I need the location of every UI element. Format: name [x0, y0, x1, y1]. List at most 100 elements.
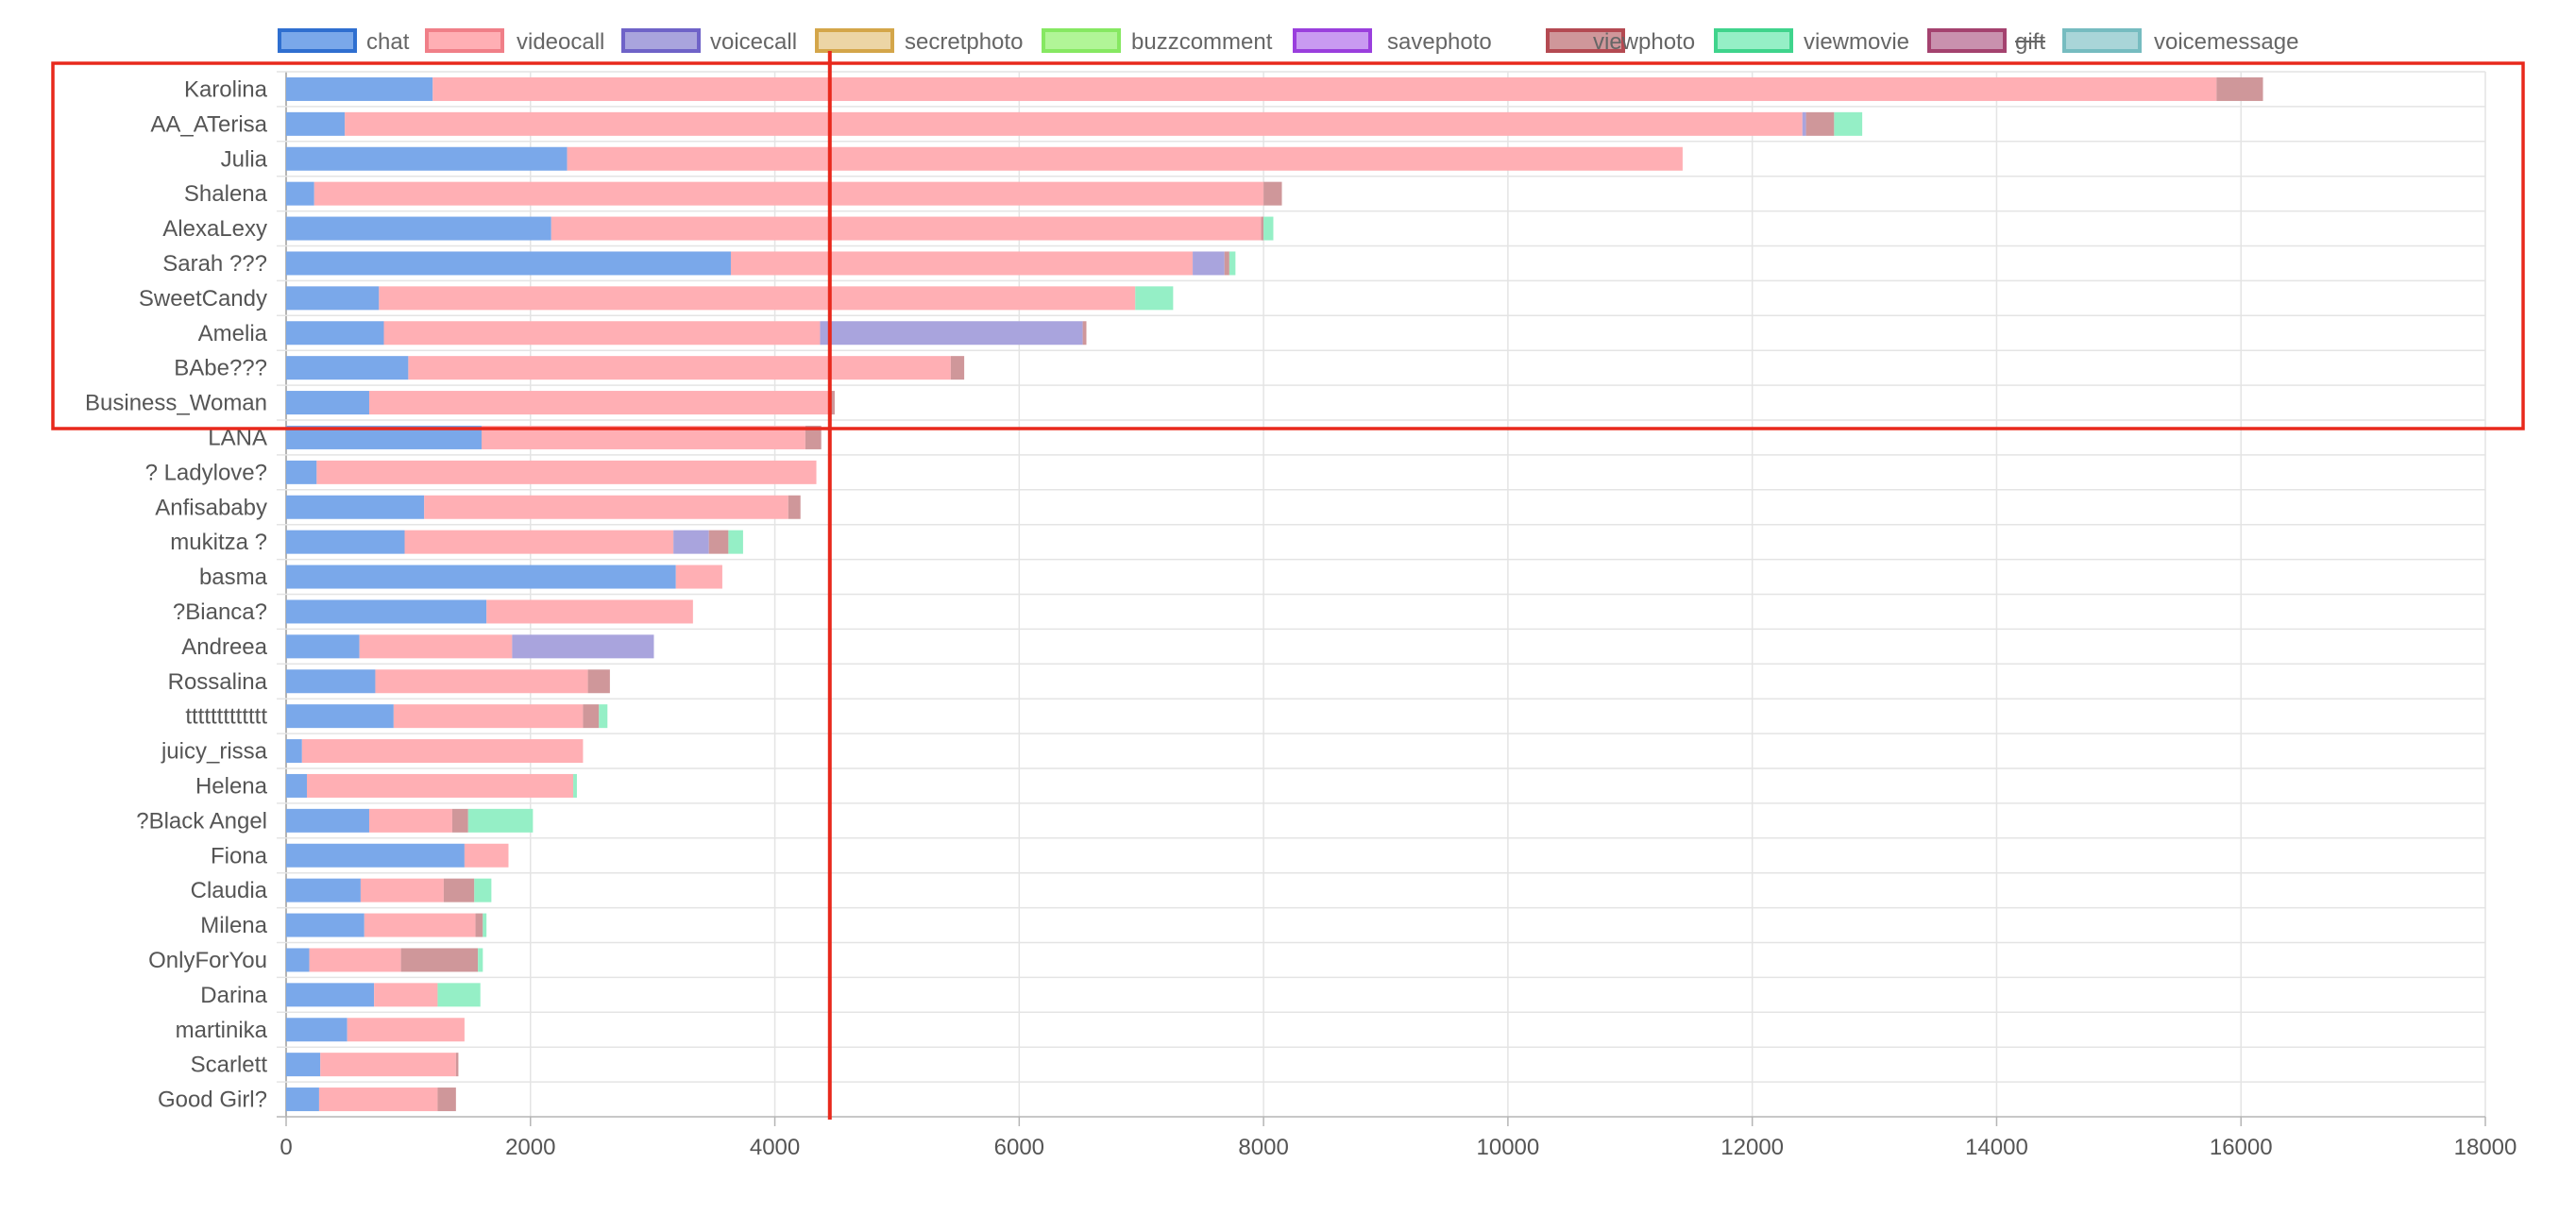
bar-chat-1[interactable] [286, 111, 346, 136]
bar-viewphoto-24[interactable] [475, 913, 483, 937]
bar-chat-3[interactable] [286, 181, 314, 206]
bar-videocall-23[interactable] [360, 878, 444, 902]
bar-chat-0[interactable] [286, 76, 433, 101]
bar-videocall-24[interactable] [364, 913, 476, 937]
legend-item-videocall[interactable]: videocall [425, 28, 604, 55]
bar-viewphoto-10[interactable] [805, 425, 822, 449]
bar-chat-6[interactable] [286, 286, 380, 311]
bar-chat-13[interactable] [286, 530, 405, 554]
bar-viewphoto-28[interactable] [455, 1053, 459, 1077]
bar-viewphoto-9[interactable] [831, 391, 835, 415]
bar-chat-20[interactable] [286, 773, 307, 798]
bar-chat-26[interactable] [286, 983, 375, 1007]
bar-videocall-20[interactable] [306, 773, 574, 798]
bar-videocall-28[interactable] [320, 1053, 456, 1077]
bar-videocall-16[interactable] [359, 634, 513, 659]
bar-chat-28[interactable] [286, 1053, 321, 1077]
bar-chat-11[interactable] [286, 460, 317, 484]
bar-videocall-13[interactable] [404, 530, 674, 554]
bar-videocall-21[interactable] [368, 808, 452, 833]
bar-videocall-4[interactable] [551, 216, 1262, 241]
bar-viewmovie-1[interactable] [1834, 111, 1863, 136]
bar-videocall-0[interactable] [432, 76, 2217, 101]
bar-voicecall-7[interactable] [820, 321, 1083, 346]
bar-videocall-29[interactable] [318, 1088, 438, 1112]
bar-viewphoto-13[interactable] [708, 530, 729, 554]
bar-viewmovie-6[interactable] [1135, 286, 1174, 311]
bar-videocall-26[interactable] [374, 983, 438, 1007]
bar-videocall-12[interactable] [424, 495, 788, 519]
bar-videocall-22[interactable] [464, 843, 509, 868]
bar-viewphoto-0[interactable] [2216, 76, 2263, 101]
bar-videocall-6[interactable] [379, 286, 1136, 311]
bar-videocall-18[interactable] [393, 704, 584, 729]
bar-viewphoto-29[interactable] [437, 1088, 456, 1112]
bar-voicecall-1[interactable] [1802, 111, 1806, 136]
bar-chat-29[interactable] [286, 1088, 319, 1112]
bar-viewphoto-21[interactable] [451, 808, 468, 833]
bar-voicecall-16[interactable] [512, 634, 654, 659]
bar-viewmovie-20[interactable] [573, 773, 577, 798]
bar-chat-22[interactable] [286, 843, 465, 868]
bar-viewmovie-25[interactable] [478, 948, 483, 972]
bar-chat-15[interactable] [286, 599, 487, 624]
bar-videocall-5[interactable] [730, 251, 1194, 276]
bar-viewphoto-8[interactable] [950, 356, 965, 380]
bar-chat-14[interactable] [286, 565, 676, 589]
bar-viewphoto-12[interactable] [788, 495, 801, 519]
bar-chat-21[interactable] [286, 808, 369, 833]
bar-viewphoto-3[interactable] [1263, 181, 1282, 206]
bar-viewmovie-24[interactable] [483, 913, 487, 937]
bar-viewmovie-23[interactable] [474, 878, 492, 902]
bar-viewphoto-5[interactable] [1224, 251, 1229, 276]
bar-videocall-11[interactable] [316, 460, 817, 484]
legend-item-voicecall[interactable]: voicecall [621, 28, 797, 55]
bar-chat-18[interactable] [286, 704, 394, 729]
bar-chat-25[interactable] [286, 948, 310, 972]
bar-videocall-14[interactable] [675, 565, 722, 589]
bar-viewphoto-4[interactable] [1261, 216, 1264, 241]
bar-videocall-3[interactable] [314, 181, 1264, 206]
legend-item-viewmovie[interactable]: viewmovie [1714, 28, 1909, 55]
bar-chat-9[interactable] [286, 391, 369, 415]
bar-viewphoto-1[interactable] [1805, 111, 1835, 136]
legend-item-voicemessage[interactable]: voicemessage [2062, 28, 2298, 55]
bar-viewphoto-7[interactable] [1082, 321, 1087, 346]
bar-chat-16[interactable] [286, 634, 360, 659]
bar-videocall-15[interactable] [486, 599, 693, 624]
bar-viewmovie-4[interactable] [1263, 216, 1274, 241]
bar-viewmovie-13[interactable] [728, 530, 743, 554]
bar-viewmovie-26[interactable] [437, 983, 481, 1007]
bar-chat-7[interactable] [286, 321, 384, 346]
bar-videocall-8[interactable] [408, 356, 951, 380]
bar-chat-24[interactable] [286, 913, 364, 937]
bar-chat-4[interactable] [286, 216, 551, 241]
bar-chat-17[interactable] [286, 669, 376, 694]
bar-viewmovie-21[interactable] [467, 808, 534, 833]
bar-viewphoto-25[interactable] [400, 948, 479, 972]
bar-videocall-19[interactable] [301, 739, 584, 764]
bar-viewphoto-17[interactable] [587, 669, 610, 694]
legend-item-chat[interactable]: chat [278, 28, 410, 55]
bar-videocall-27[interactable] [347, 1018, 465, 1042]
bar-chat-5[interactable] [286, 251, 731, 276]
bar-chat-2[interactable] [286, 146, 568, 171]
legend-item-secretphoto[interactable]: secretphoto [815, 28, 1023, 55]
legend-item-buzzcomment[interactable]: buzzcomment [1042, 28, 1273, 55]
bar-viewphoto-18[interactable] [583, 704, 600, 729]
bar-chat-8[interactable] [286, 356, 409, 380]
bar-chat-27[interactable] [286, 1018, 347, 1042]
bar-voicecall-5[interactable] [1193, 251, 1225, 276]
legend-item-savephoto[interactable]: savephoto [1293, 28, 1492, 55]
bar-videocall-2[interactable] [567, 146, 1683, 171]
legend-item-gift[interactable]: gift [1927, 28, 2045, 55]
bar-chat-23[interactable] [286, 878, 361, 902]
bar-videocall-9[interactable] [368, 391, 832, 415]
bar-chat-12[interactable] [286, 495, 425, 519]
bar-videocall-17[interactable] [375, 669, 588, 694]
bar-viewmovie-5[interactable] [1229, 251, 1236, 276]
bar-voicecall-13[interactable] [673, 530, 709, 554]
bar-viewmovie-18[interactable] [599, 704, 608, 729]
bar-videocall-1[interactable] [345, 111, 1803, 136]
bar-videocall-25[interactable] [309, 948, 401, 972]
